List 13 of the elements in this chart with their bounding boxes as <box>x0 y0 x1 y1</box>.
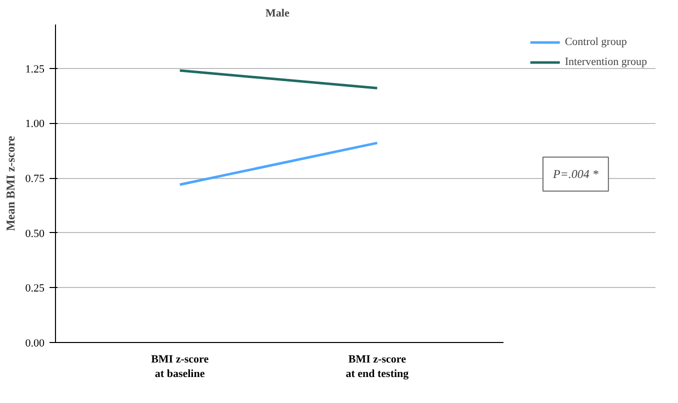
x-tick-label: BMI z-score at baseline <box>151 354 209 380</box>
legend-label: Intervention group <box>564 56 647 68</box>
legend-label: Control group <box>564 36 627 48</box>
y-tick-label: 0.50 <box>25 228 45 240</box>
text: P=.004 * <box>552 167 598 182</box>
x-tick-label: BMI z-score at end testing <box>346 354 410 380</box>
y-tick-label: 0.75 <box>25 173 45 186</box>
chart-title: Male <box>266 8 290 20</box>
y-tick-label: 0.00 <box>25 338 45 350</box>
y-axis-title: Mean BMI z-score <box>3 135 18 232</box>
y-tick-label: 1.00 <box>25 118 45 130</box>
y-tick-label: 0.25 <box>25 282 45 295</box>
y-tick-label: 1.25 <box>25 63 45 76</box>
